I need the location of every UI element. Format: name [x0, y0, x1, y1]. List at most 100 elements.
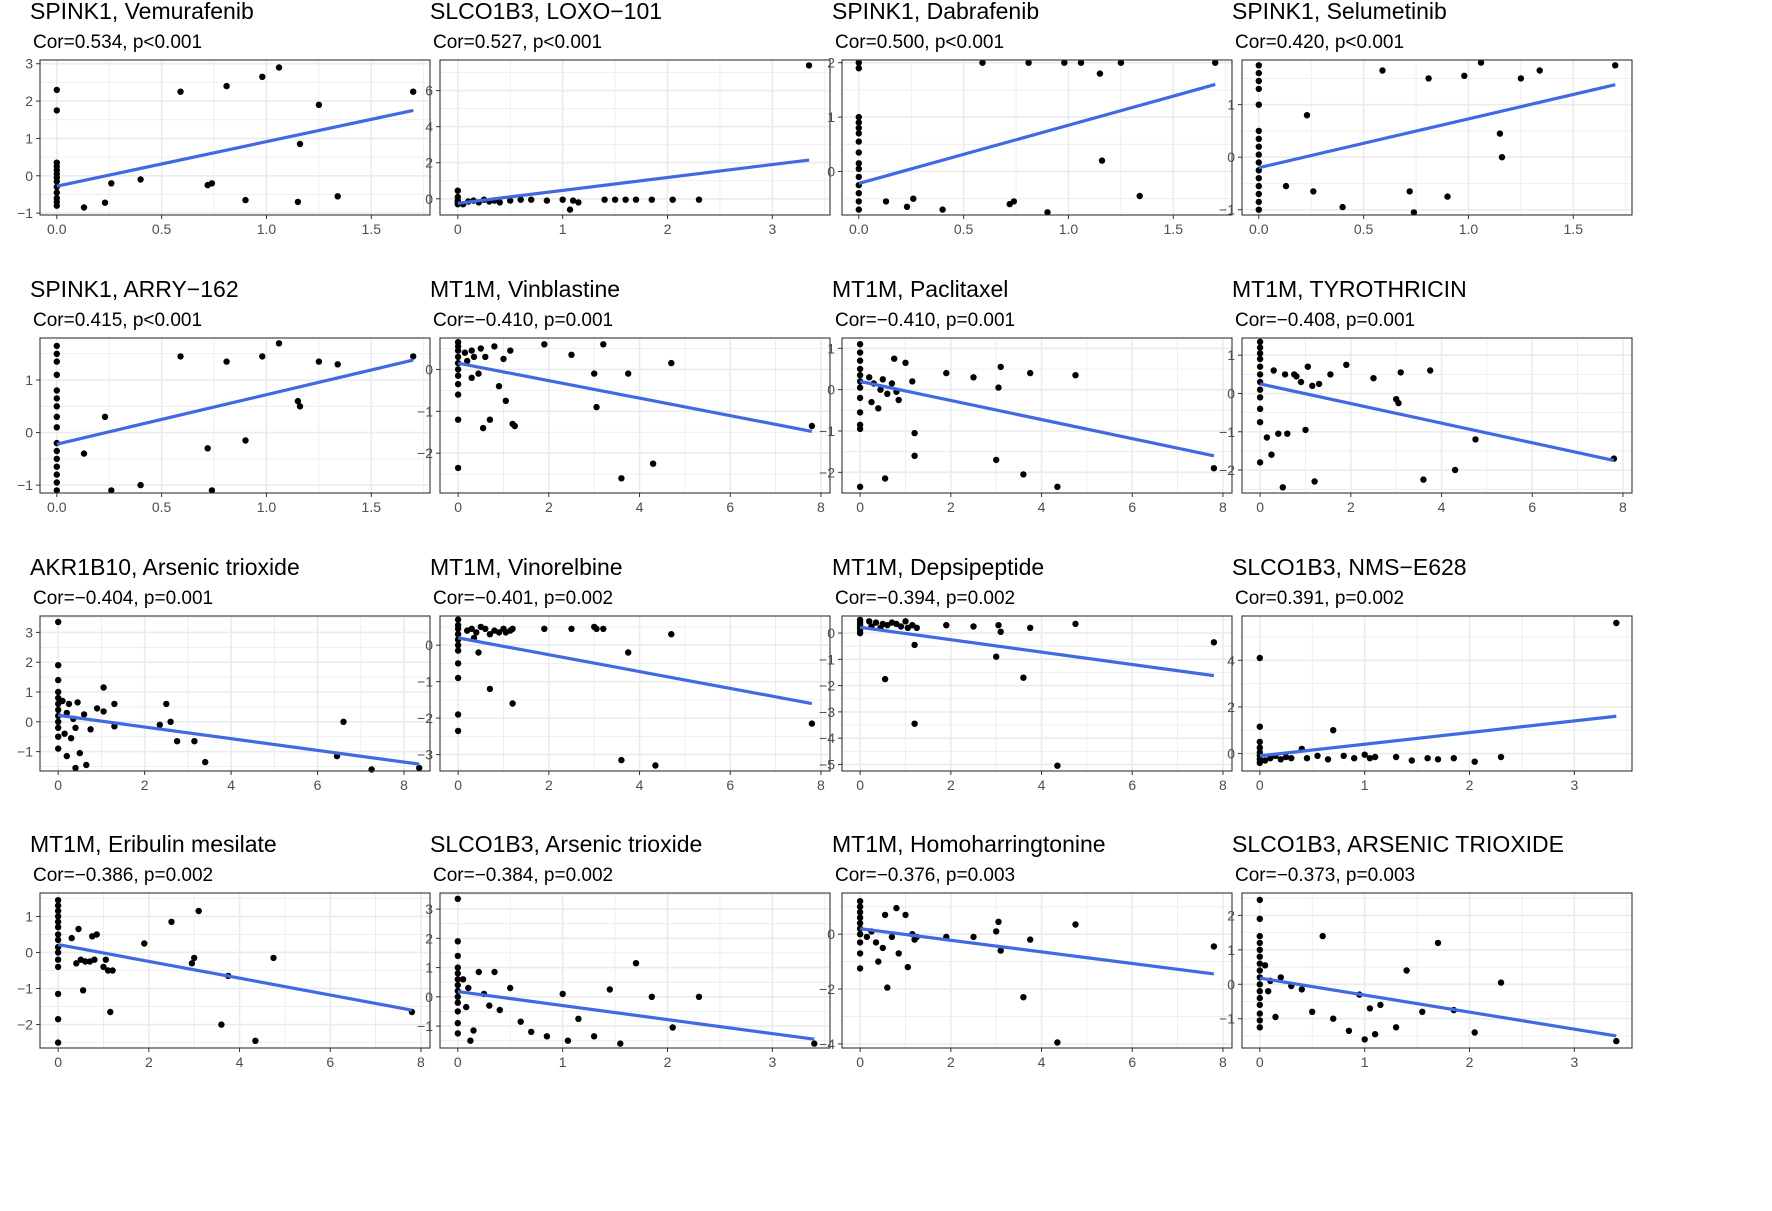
data-point	[970, 374, 977, 381]
y-tick-label: −4	[819, 730, 835, 746]
y-tick-label: −2	[819, 464, 835, 480]
data-point	[1392, 753, 1400, 761]
data-point	[334, 193, 341, 200]
data-point	[808, 720, 816, 727]
data-point	[53, 463, 60, 470]
data-point	[632, 960, 640, 967]
data-point	[1314, 752, 1321, 759]
data-point	[652, 762, 659, 769]
data-point	[107, 1008, 114, 1016]
data-point	[856, 394, 864, 402]
data-point	[104, 967, 112, 974]
data-point	[1256, 967, 1263, 974]
regression-line	[858, 82, 1216, 185]
data-point	[80, 711, 88, 718]
data-point	[856, 965, 864, 972]
chart-panel: MT1M, Homoharringtonine Cor=−0.376, p=0.0…	[802, 831, 1242, 1133]
data-point	[1072, 372, 1079, 379]
data-point	[1256, 355, 1264, 363]
data-point	[855, 206, 862, 213]
data-point	[1361, 751, 1368, 758]
chart-panel: SLCO1B3, ARSENIC TRIOXIDE Cor=−0.373, p=0…	[1202, 831, 1642, 1133]
data-point	[315, 101, 323, 109]
data-point	[1370, 375, 1377, 382]
data-point	[55, 724, 62, 731]
data-point	[1397, 369, 1404, 376]
y-tick-label: 0	[827, 625, 835, 641]
data-point	[1277, 756, 1284, 763]
data-point	[855, 59, 862, 66]
data-point	[1256, 386, 1264, 393]
regression-line	[457, 989, 815, 1041]
data-point	[902, 618, 909, 625]
data-point	[856, 909, 864, 916]
y-tick-label: 0	[25, 168, 33, 184]
panel-border	[841, 337, 1233, 494]
data-point	[1256, 738, 1263, 746]
x-tick-label: 1.0	[1059, 221, 1079, 237]
data-point	[1256, 932, 1263, 940]
y-tick-label: −1	[417, 1018, 433, 1034]
data-point	[223, 358, 230, 365]
data-point	[454, 895, 461, 902]
panel-border	[39, 615, 431, 772]
x-tick-label: 1.0	[257, 499, 277, 515]
data-point	[997, 947, 1004, 954]
x-tick-label: 1	[559, 1054, 567, 1070]
data-point	[195, 907, 202, 915]
y-tick-label: 3	[25, 56, 33, 72]
x-tick-label: 0	[1256, 499, 1264, 515]
y-tick-label: 0	[25, 714, 33, 730]
chart-panel: MT1M, Depsipeptide Cor=−0.394, p=0.002 0 2 4…	[802, 554, 1242, 856]
data-point	[1275, 430, 1282, 437]
data-point	[856, 931, 864, 938]
data-point	[1212, 59, 1219, 66]
data-point	[63, 752, 70, 760]
data-point	[868, 398, 875, 406]
data-point	[913, 624, 920, 631]
data-point	[1027, 936, 1034, 943]
data-point	[100, 708, 107, 715]
scatter-plot: 0 1 2 3 0 2 4	[1227, 615, 1633, 793]
data-point	[53, 107, 60, 114]
data-point	[1054, 1039, 1061, 1046]
data-point	[855, 160, 862, 167]
panel-title: MT1M, Paclitaxel	[832, 276, 1009, 302]
plot-area	[842, 616, 1232, 771]
chart-panel: MT1M, Vinorelbine Cor=−0.401, p=0.002 0 2 4 6…	[400, 554, 840, 856]
panel-correlation: Cor=−0.373, p=0.003	[1235, 865, 1416, 886]
data-point	[648, 196, 655, 203]
panel-correlation: Cor=−0.386, p=0.002	[33, 865, 214, 886]
data-point	[496, 199, 503, 206]
data-point	[470, 1027, 477, 1034]
data-point	[204, 445, 211, 452]
data-point	[1072, 921, 1079, 928]
x-tick-label: 6	[726, 499, 734, 515]
panel-border	[1241, 59, 1633, 216]
data-point	[805, 62, 813, 69]
x-tick-label: 1.5	[1564, 221, 1584, 237]
data-point	[54, 963, 62, 971]
data-point	[1297, 378, 1305, 386]
data-point	[895, 396, 902, 404]
data-point	[855, 130, 862, 137]
data-point	[101, 413, 109, 420]
panel-border	[439, 59, 831, 216]
data-point	[475, 968, 482, 976]
panel-border	[1241, 615, 1633, 772]
data-point	[1434, 756, 1442, 763]
data-point	[53, 479, 60, 486]
scatter-plot: 0.0 0.5 1.0 1.5 −1 0 1	[17, 337, 431, 515]
y-tick-label: −1	[819, 651, 835, 667]
y-tick-label: 1	[1227, 347, 1235, 363]
y-tick-label: 4	[425, 119, 433, 135]
data-point	[993, 456, 1000, 464]
data-point	[1425, 75, 1432, 82]
data-point	[855, 138, 862, 145]
data-point	[177, 353, 184, 360]
data-point	[855, 149, 862, 156]
x-tick-label: 0.5	[954, 221, 974, 237]
data-point	[517, 196, 524, 203]
data-point	[695, 993, 703, 1000]
regression-line	[57, 713, 420, 766]
